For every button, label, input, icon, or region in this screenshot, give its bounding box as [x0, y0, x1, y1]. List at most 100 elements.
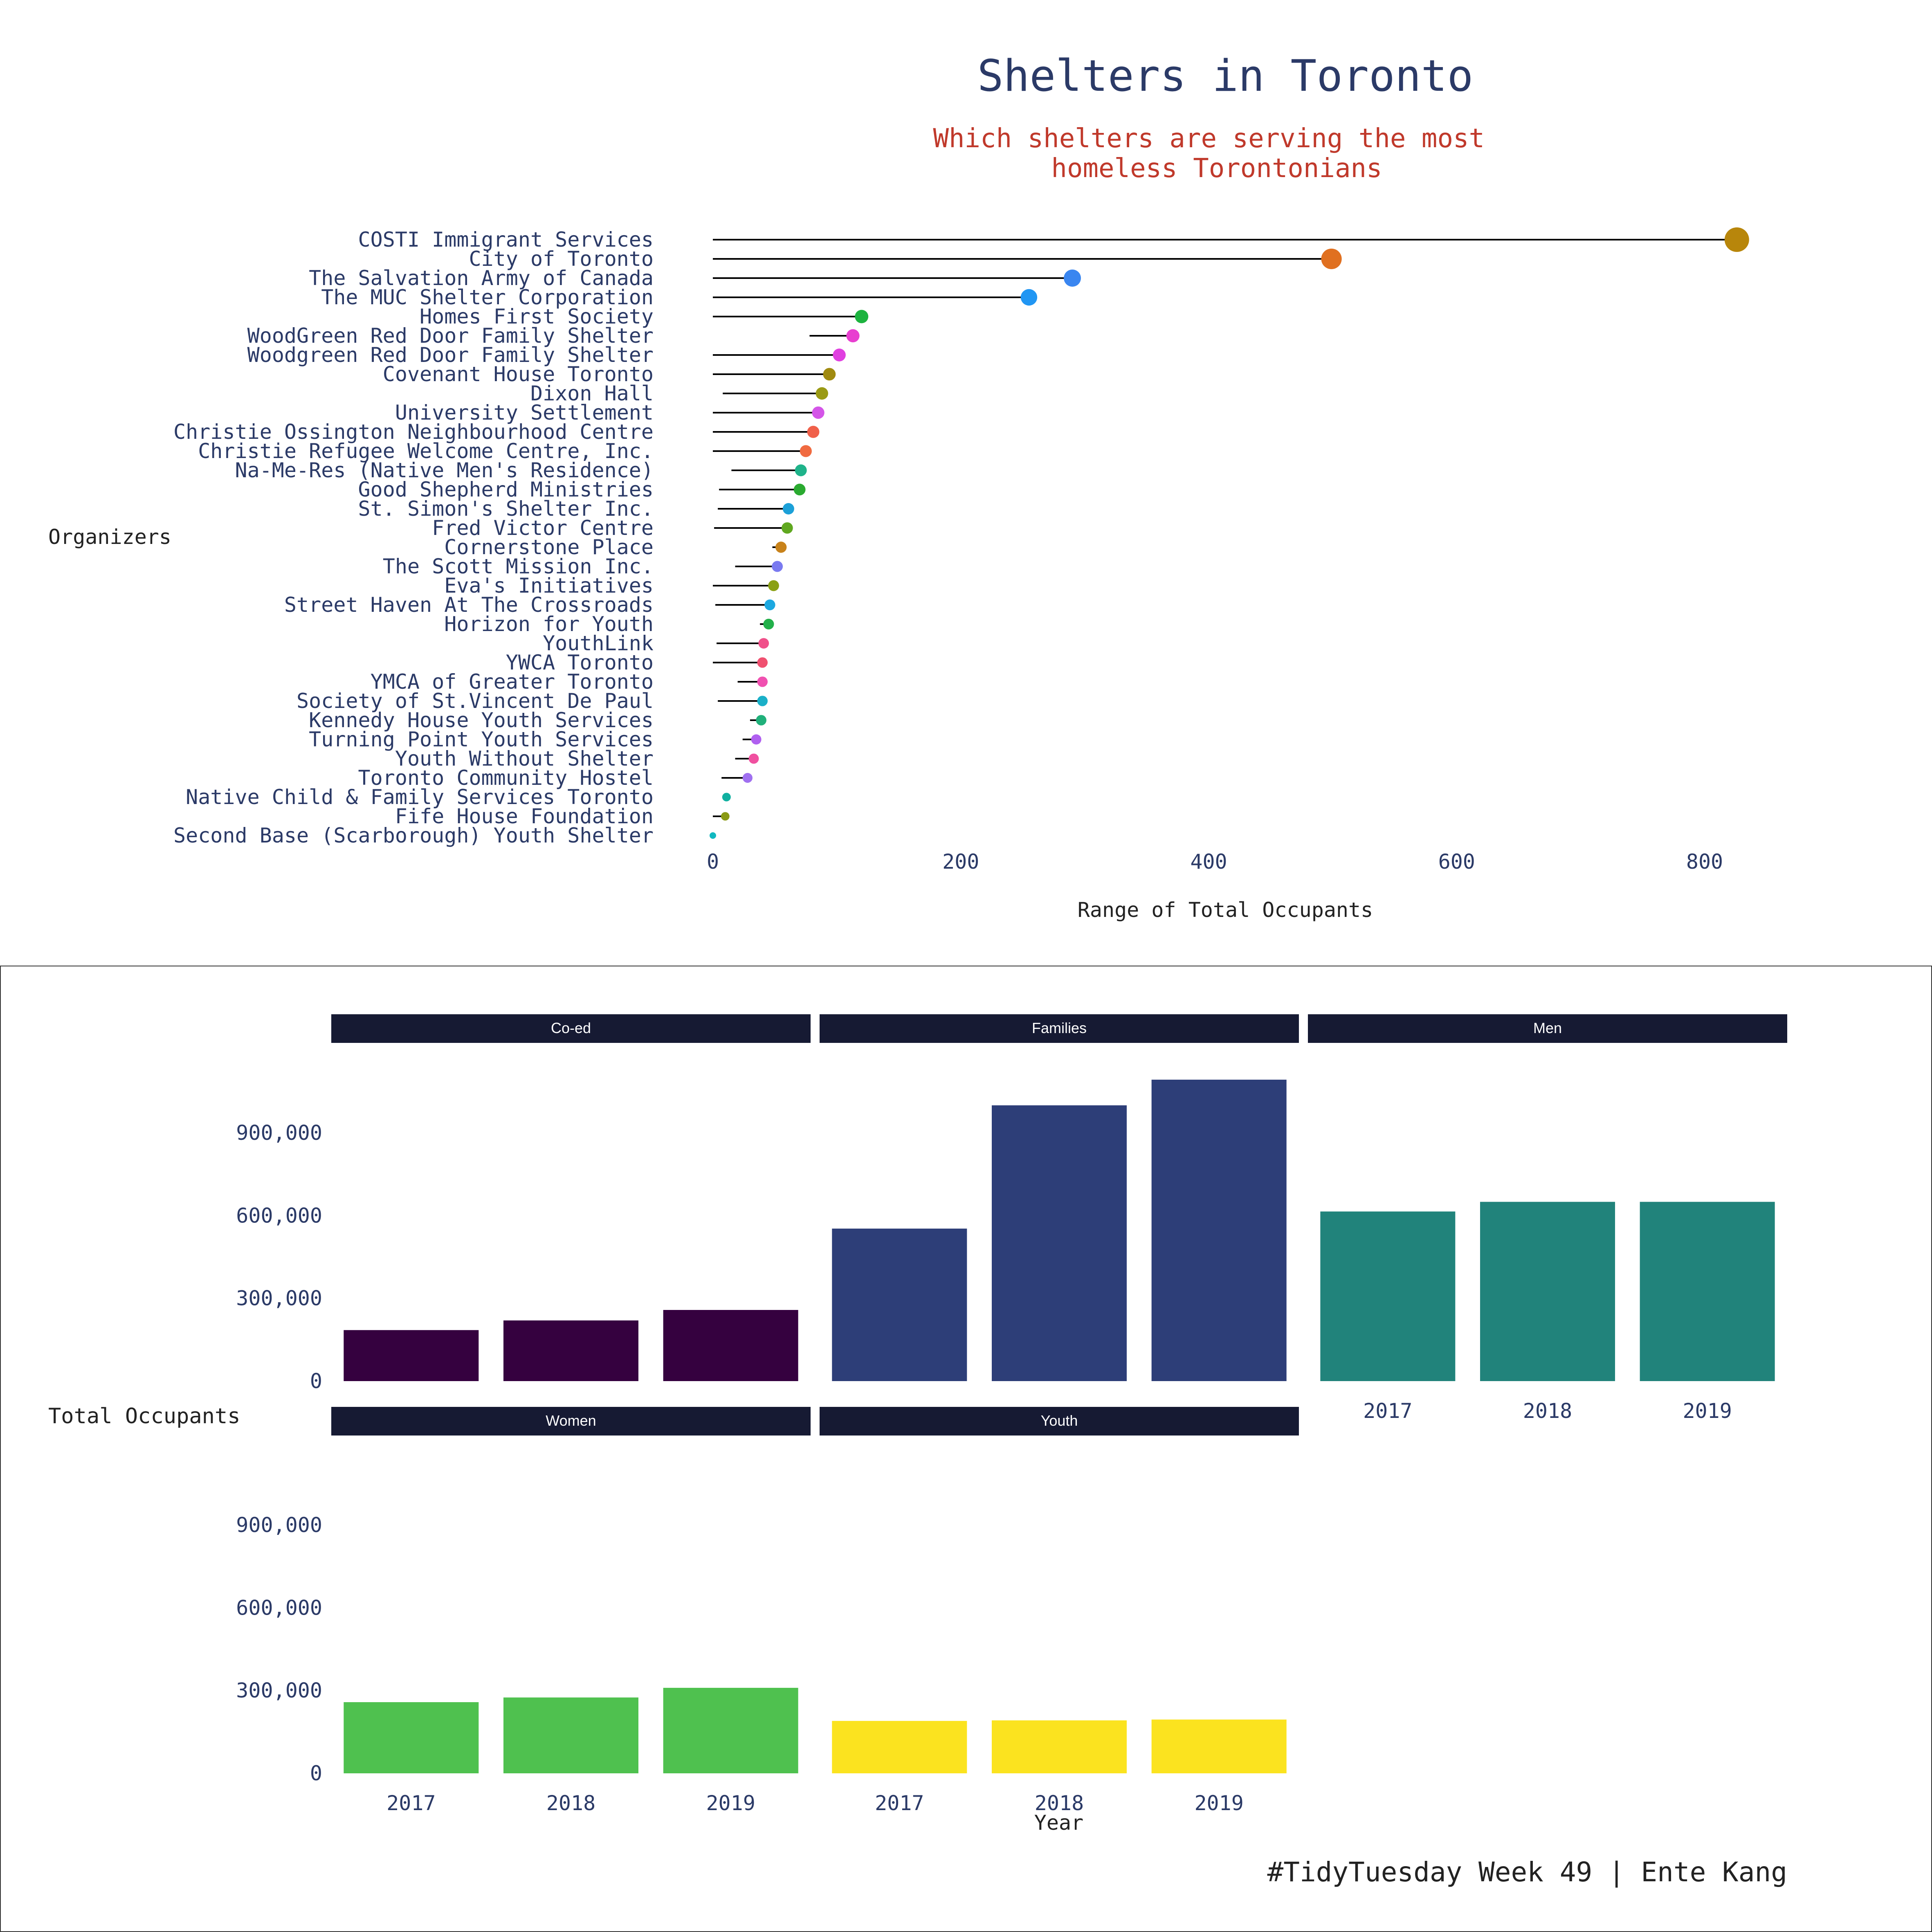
max-point: [833, 348, 846, 362]
y-tick-label: 0: [310, 1369, 322, 1393]
bar: [832, 1721, 967, 1773]
facet: Youth 2017 2018 2019: [820, 1407, 1299, 1815]
facet-strip-label: Men: [1533, 1020, 1562, 1036]
max-point: [710, 832, 716, 839]
bar-x-axis-title: Year: [1034, 1811, 1083, 1835]
y-tick-label: 0: [310, 1761, 322, 1785]
organizer-label: Fred Victor Centre: [432, 516, 654, 540]
y-tick-label: 900,000: [236, 1121, 322, 1145]
organizer-label: Horizon for Youth: [444, 612, 654, 636]
organizer-label: Christie Refugee Welcome Centre, Inc.: [198, 439, 654, 463]
organizer-label: COSTI Immigrant Services: [358, 228, 654, 252]
max-point: [748, 753, 759, 764]
bar: [992, 1720, 1127, 1773]
bar: [344, 1330, 479, 1381]
x-tick-label: 2018: [546, 1791, 595, 1815]
chart-subtitle-line-2: homeless Torontonians: [1051, 153, 1382, 184]
y-tick-label: 300,000: [236, 1679, 322, 1703]
max-point: [763, 618, 774, 630]
max-point: [758, 638, 769, 649]
facet: Women 0 300,000 600,000 900,000 2017 2018 2019: [236, 1407, 811, 1815]
organizer-label: WoodGreen Red Door Family Shelter: [247, 324, 654, 348]
x-axis-ticks: 0 200 400 600 800: [707, 850, 1723, 874]
max-point: [1321, 248, 1342, 270]
x-tick-label: 600: [1438, 850, 1475, 874]
facet: Men 2017 2018 2019: [1308, 1014, 1787, 1423]
max-point: [751, 734, 762, 745]
bar: [1480, 1202, 1615, 1381]
max-point: [757, 657, 768, 668]
max-point: [1020, 289, 1038, 306]
max-point: [721, 812, 730, 821]
facet-strip-label: Co-ed: [551, 1020, 591, 1036]
bar: [1151, 1079, 1287, 1381]
facet-strip-label: Women: [546, 1412, 596, 1429]
faceted-bar-chart: Total Occupants Year Co-ed 0 300,000 600,00…: [48, 1014, 1787, 1888]
x-tick-label: 2019: [1194, 1791, 1243, 1815]
organizer-label: Homes First Society: [420, 305, 654, 328]
organizer-label: Eva's Initiatives: [444, 574, 654, 598]
bar: [503, 1320, 638, 1381]
max-point: [1064, 270, 1081, 287]
y-axis-title: Organizers: [48, 525, 171, 549]
organizer-label: City of Toronto: [469, 247, 654, 271]
max-point: [757, 696, 768, 706]
max-point: [823, 368, 836, 381]
organizer-label: The Scott Mission Inc.: [383, 555, 654, 578]
y-tick-label: 900,000: [236, 1513, 322, 1537]
max-point: [722, 793, 731, 802]
max-point: [812, 406, 824, 419]
organizer-label: Kennedy House Youth Services: [309, 708, 654, 732]
facet: Co-ed 0 300,000 600,000 900,000: [236, 1014, 811, 1393]
x-tick-label: 0: [707, 850, 719, 874]
y-tick-label: 300,000: [236, 1287, 322, 1310]
facet-strip: [331, 1014, 811, 1043]
facet-strip: [331, 1407, 811, 1436]
organizer-label: YouthLink: [543, 631, 654, 655]
bar: [663, 1687, 798, 1773]
organizer-label: Christie Ossington Neighbourhood Centre: [173, 420, 654, 444]
lollipop-chart: Shelters in Toronto Which shelters are s…: [48, 51, 1749, 922]
organizer-label: Native Child & Family Services Toronto: [186, 785, 654, 809]
bar-y-axis-title: Total Occupants: [48, 1404, 240, 1429]
organizer-label: Second Base (Scarborough) Youth Shelter: [173, 824, 654, 847]
facet-strip: [820, 1014, 1299, 1043]
x-tick-label: 2018: [1523, 1399, 1572, 1423]
max-point: [768, 580, 779, 591]
organizer-label: YMCA of Greater Toronto: [371, 670, 654, 694]
bar: [344, 1702, 479, 1773]
max-point: [756, 715, 767, 726]
y-tick-label: 600,000: [236, 1596, 322, 1620]
max-point: [855, 310, 869, 323]
facet: Families: [820, 1014, 1299, 1381]
organizer-label: Good Shepherd Ministries: [358, 478, 654, 501]
max-point: [795, 464, 807, 476]
bar: [503, 1697, 638, 1773]
facets: Co-ed 0 300,000 600,000 900,000 Families Men 20…: [236, 1014, 1787, 1815]
max-point: [1724, 227, 1749, 252]
organizer-label: Woodgreen Red Door Family Shelter: [247, 343, 654, 367]
x-tick-label: 2019: [706, 1791, 755, 1815]
max-point: [757, 676, 768, 687]
facet-strip-label: Youth: [1041, 1412, 1078, 1429]
max-point: [764, 599, 775, 611]
bar: [992, 1105, 1127, 1381]
range-segments: [713, 239, 1737, 817]
organizer-label: YWCA Toronto: [506, 651, 654, 674]
chart-title: Shelters in Toronto: [977, 51, 1474, 101]
organizer-label: Fife House Foundation: [395, 804, 654, 828]
organizer-label: Street Haven At The Crossroads: [284, 593, 654, 617]
organizer-label: The MUC Shelter Corporation: [321, 285, 654, 309]
organizer-label: Toronto Community Hostel: [358, 766, 654, 790]
organizer-label: University Settlement: [395, 401, 654, 425]
bottom-panel-border: [0, 966, 1932, 1932]
bar: [1640, 1202, 1775, 1381]
x-tick-label: 2017: [386, 1791, 436, 1815]
x-tick-label: 800: [1686, 850, 1723, 874]
max-point: [742, 773, 753, 783]
organizer-label: Na-Me-Res (Native Men's Residence): [235, 458, 654, 482]
range-points: [710, 227, 1749, 839]
max-point: [807, 426, 820, 438]
max-point: [782, 503, 794, 514]
